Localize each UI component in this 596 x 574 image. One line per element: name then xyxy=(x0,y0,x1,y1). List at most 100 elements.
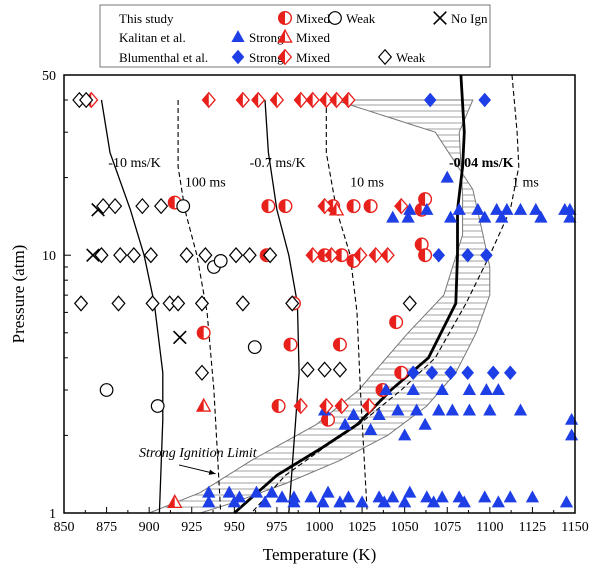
legend-entry-label: Weak xyxy=(396,50,426,65)
series-1 xyxy=(99,199,262,413)
data-point xyxy=(490,202,504,215)
data-point xyxy=(563,210,577,223)
data-point xyxy=(287,495,301,508)
data-point xyxy=(329,91,344,109)
data-point xyxy=(86,248,100,263)
data-point xyxy=(432,403,446,416)
data-point xyxy=(176,199,191,214)
data-point xyxy=(194,295,210,312)
data-point xyxy=(483,403,497,416)
data-point xyxy=(435,383,449,396)
x-tick-label: 850 xyxy=(54,520,75,535)
data-point xyxy=(386,490,400,503)
legend-entry-label: No Ign xyxy=(451,11,488,26)
data-point xyxy=(195,397,212,412)
data-point xyxy=(559,495,574,508)
legend-entry-label: Mixed xyxy=(296,50,330,65)
legend-box xyxy=(99,4,491,68)
x-axis-title: Temperature (K) xyxy=(263,545,377,564)
legend-marker xyxy=(231,30,245,43)
data-point xyxy=(486,365,500,380)
data-point xyxy=(363,423,378,435)
data-point xyxy=(435,490,449,503)
data-point xyxy=(171,295,186,312)
x-tick-label: 1100 xyxy=(476,520,503,535)
data-point xyxy=(222,485,236,498)
data-point xyxy=(235,295,250,312)
data-point xyxy=(126,247,141,264)
data-point xyxy=(198,247,213,264)
data-point xyxy=(293,397,308,415)
data-point xyxy=(227,495,241,508)
data-point xyxy=(269,91,285,109)
x-tick-label: 1025 xyxy=(348,520,376,535)
data-point xyxy=(332,361,348,378)
contour-line-4 xyxy=(233,74,466,515)
data-point xyxy=(275,490,289,503)
data-point xyxy=(305,246,320,264)
data-point xyxy=(452,202,466,215)
x-tick-label: 1150 xyxy=(561,520,588,535)
y-tick-label: 1 xyxy=(49,507,56,522)
x-tick-label: 975 xyxy=(266,520,287,535)
data-point xyxy=(334,397,349,415)
contour-line-1 xyxy=(177,100,222,514)
data-point xyxy=(251,91,266,109)
x-tick-label: 1050 xyxy=(391,520,419,535)
data-point xyxy=(401,210,415,223)
data-point xyxy=(300,361,315,378)
x-tick-label: 1075 xyxy=(433,520,461,535)
axes-layer: 850 875 900 925 950 975 1000 1025 1050 1075 1100 11… xyxy=(42,69,589,535)
series-6 xyxy=(84,91,409,415)
data-point xyxy=(563,202,577,215)
data-point xyxy=(285,295,300,312)
series-2 xyxy=(86,202,187,345)
data-points-layer xyxy=(72,91,579,509)
data-point xyxy=(394,197,409,215)
data-point xyxy=(213,254,228,268)
data-point xyxy=(427,495,441,508)
data-point xyxy=(263,247,278,264)
data-point xyxy=(333,495,347,508)
data-point xyxy=(271,399,286,414)
data-point xyxy=(201,91,216,109)
series-5 xyxy=(406,92,517,380)
y-tick-label: 10 xyxy=(42,249,56,264)
data-point xyxy=(249,485,264,498)
data-point xyxy=(398,495,412,508)
legend-marker xyxy=(433,11,447,25)
strong-ignition-region-layer xyxy=(149,99,491,514)
data-point xyxy=(321,485,335,498)
data-point xyxy=(418,248,433,263)
data-point xyxy=(534,210,548,223)
data-point xyxy=(386,210,400,223)
data-point xyxy=(394,365,409,380)
data-point xyxy=(361,397,377,415)
data-point xyxy=(480,247,493,263)
data-point xyxy=(406,383,420,396)
data-point xyxy=(379,383,393,396)
annotation-6: Strong Ignition Limit xyxy=(139,446,258,461)
x-tick-label: 875 xyxy=(96,520,117,535)
data-point xyxy=(425,365,439,380)
legend-marker xyxy=(328,11,342,25)
legend: This study Mixed Weak No Ign Kalitan et al. S… xyxy=(99,4,491,68)
annotations-layer: -10 ms/K 100 ms -0.7 ms/K 10 ms -0.04 ms/K 1 … xyxy=(108,156,539,475)
data-point xyxy=(564,428,579,441)
data-point xyxy=(440,170,454,183)
x-tick-label: 1000 xyxy=(306,520,334,535)
annotation-1: 100 ms xyxy=(185,175,226,190)
annotation-0: -10 ms/K xyxy=(108,156,161,171)
y-tick-label: 50 xyxy=(42,69,56,84)
data-point xyxy=(491,383,505,396)
data-point xyxy=(317,197,332,215)
data-point xyxy=(305,91,320,109)
data-point xyxy=(479,383,494,396)
y-axis-title: Pressure (atm) xyxy=(9,245,28,344)
data-point xyxy=(513,202,528,215)
data-point xyxy=(108,197,123,215)
legend-entry-label: Strong xyxy=(249,30,284,45)
data-point xyxy=(478,210,492,223)
